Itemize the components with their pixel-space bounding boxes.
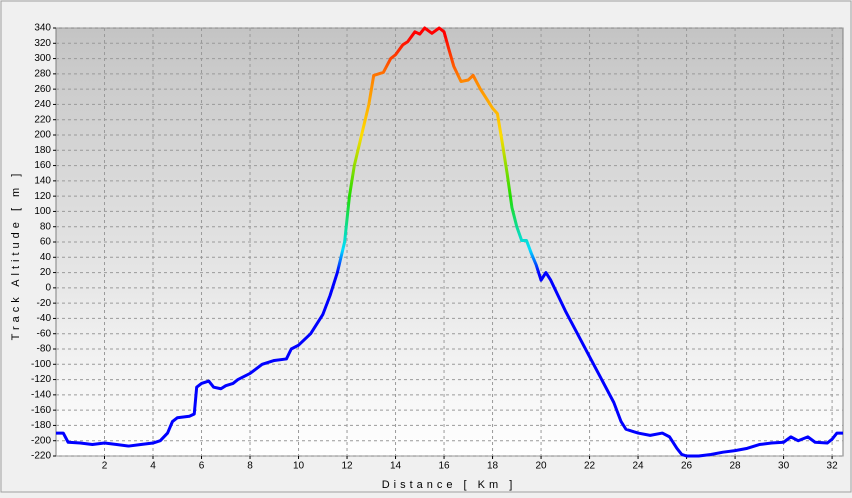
y-tick-label: 60	[40, 237, 52, 248]
y-tick-label: 340	[34, 23, 51, 34]
y-tick-label: 280	[34, 68, 51, 79]
x-tick-label: 2	[102, 461, 108, 472]
y-tick-label: -80	[37, 344, 52, 355]
x-tick-label: 28	[730, 461, 742, 472]
x-tick-label: 8	[247, 461, 253, 472]
y-tick-label: -140	[31, 389, 51, 400]
x-tick-label: 24	[633, 461, 645, 472]
y-tick-label: 20	[40, 267, 52, 278]
y-tick-label: -60	[37, 328, 52, 339]
y-tick-label: 40	[40, 252, 52, 263]
y-tick-label: 200	[34, 130, 51, 141]
x-tick-label: 10	[293, 461, 305, 472]
x-tick-label: 26	[681, 461, 693, 472]
y-tick-label: 80	[40, 221, 52, 232]
x-tick-label: 16	[438, 461, 450, 472]
x-tick-label: 18	[487, 461, 499, 472]
y-axis-title: Track Altitude [ m ]	[10, 170, 22, 341]
x-tick-label: 12	[341, 461, 353, 472]
y-tick-label: 240	[34, 99, 51, 110]
y-tick-label: 140	[34, 175, 51, 186]
x-tick-label: 6	[199, 461, 205, 472]
y-tick-label: -180	[31, 420, 51, 431]
y-tick-label: 260	[34, 84, 51, 95]
y-tick-label: 220	[34, 114, 51, 125]
y-tick-label: 0	[45, 282, 51, 293]
x-tick-label: 4	[150, 461, 156, 472]
y-tick-label: 120	[34, 191, 51, 202]
y-tick-label: -160	[31, 405, 51, 416]
y-tick-label: -100	[31, 359, 51, 370]
altitude-line	[56, 26, 843, 458]
y-tick-label: 160	[34, 160, 51, 171]
y-tick-label: -20	[37, 298, 52, 309]
x-tick-label: 20	[535, 461, 547, 472]
y-tick-label: 300	[34, 53, 51, 64]
x-axis-title: Distance [ Km ]	[382, 479, 517, 491]
y-tick-label: -120	[31, 374, 51, 385]
y-tick-label: -220	[31, 451, 51, 462]
x-tick-label: 14	[390, 461, 402, 472]
x-tick-label: 32	[827, 461, 839, 472]
x-tick-label: 22	[584, 461, 596, 472]
y-tick-label: -200	[31, 435, 51, 446]
y-tick-label: 180	[34, 145, 51, 156]
y-tick-label: 100	[34, 206, 51, 217]
y-tick-label: 320	[34, 38, 51, 49]
x-tick-label: 30	[778, 461, 790, 472]
y-tick-label: -40	[37, 313, 52, 324]
